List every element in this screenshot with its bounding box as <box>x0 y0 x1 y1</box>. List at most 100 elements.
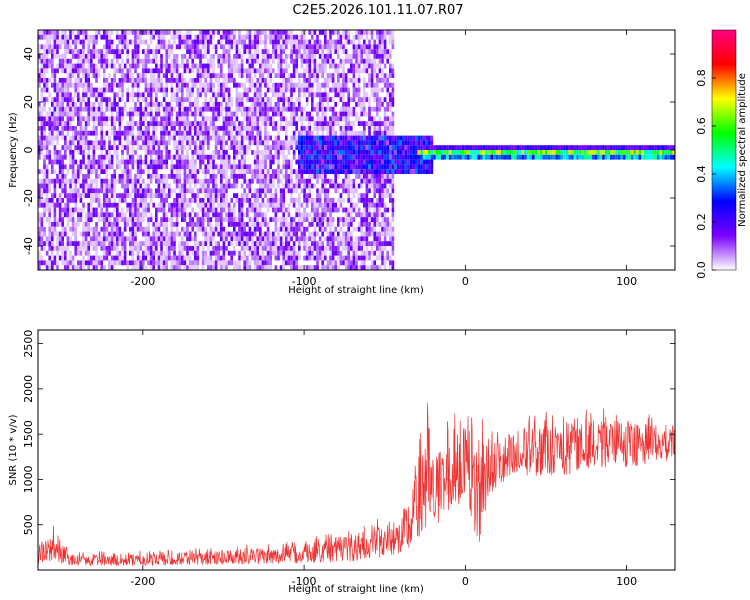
heatmap-cell <box>298 130 301 136</box>
heatmap-cell <box>240 207 244 213</box>
heatmap-cell <box>58 121 62 126</box>
heatmap-cell <box>233 63 236 69</box>
heatmap-cell <box>329 260 332 266</box>
heatmap-cell <box>256 265 259 270</box>
heatmap-cell <box>207 231 210 237</box>
heatmap-cell <box>305 49 309 54</box>
heatmap-cell <box>272 39 275 45</box>
heatmap-cell <box>149 178 153 184</box>
heatmap-cell <box>352 150 356 155</box>
heatmap-cell <box>295 58 298 64</box>
heatmap-cell <box>162 121 166 126</box>
heatmap-cell <box>181 241 184 246</box>
heatmap-cell <box>92 246 96 251</box>
heatmap-cell <box>100 154 103 160</box>
heatmap-cell <box>82 202 85 208</box>
heatmap-cell <box>344 188 348 194</box>
heatmap-cell <box>347 265 350 270</box>
heatmap-cell <box>87 159 90 165</box>
heatmap-cell <box>131 150 135 155</box>
heatmap-cell <box>95 246 98 251</box>
heatmap-cell <box>240 126 244 131</box>
heatmap-cell <box>69 111 72 117</box>
heatmap-cell <box>207 222 210 227</box>
heatmap-cell <box>324 58 327 64</box>
heatmap-cell <box>303 30 306 35</box>
heatmap-cell <box>318 145 322 150</box>
heatmap-cell <box>352 207 356 213</box>
heatmap-cell <box>230 174 233 179</box>
heatmap-cell <box>131 30 135 35</box>
heatmap-cell <box>186 265 189 270</box>
heatmap-cell <box>222 246 226 251</box>
heatmap-cell <box>240 164 244 170</box>
heatmap-cell <box>259 183 262 189</box>
heatmap-cell <box>147 193 150 198</box>
heatmap-cell <box>347 34 350 40</box>
heatmap-cell <box>347 250 350 256</box>
heatmap-cell <box>350 265 353 270</box>
heatmap-cell <box>292 188 296 194</box>
heatmap-cell <box>324 236 327 242</box>
heatmap-cell <box>95 222 98 227</box>
heatmap-cell <box>368 212 371 218</box>
heatmap-cell <box>170 226 174 232</box>
heatmap-cell <box>144 241 148 246</box>
heatmap-cell <box>363 92 366 98</box>
heatmap-cell <box>53 193 57 198</box>
heatmap-cell <box>61 111 64 117</box>
heatmap-cell <box>92 178 96 184</box>
heatmap-cell <box>183 106 187 112</box>
heatmap-cell <box>373 231 376 237</box>
heatmap-cell <box>61 116 64 122</box>
heatmap-cell <box>220 222 223 227</box>
heatmap-cell <box>199 106 202 112</box>
heatmap-cell <box>157 73 161 78</box>
heatmap-cell <box>318 82 322 88</box>
heatmap-cell <box>183 44 187 50</box>
heatmap-cell <box>38 193 41 198</box>
heatmap-cell <box>344 174 348 179</box>
heatmap-cell <box>162 145 166 150</box>
heatmap-cell <box>175 78 179 83</box>
heatmap-cell <box>155 169 158 174</box>
heatmap-cell <box>58 193 62 198</box>
heatmap-cell <box>48 246 51 251</box>
heatmap-cell <box>113 82 116 88</box>
heatmap-cell <box>279 217 283 222</box>
heatmap-cell <box>173 135 176 141</box>
heatmap-cell <box>350 63 353 69</box>
heatmap-cell <box>69 73 72 78</box>
heatmap-cell <box>123 255 127 261</box>
heatmap-cell <box>370 231 374 237</box>
heatmap-cell <box>253 34 257 40</box>
heatmap-cell <box>165 250 168 256</box>
heatmap-cell <box>170 217 174 222</box>
heatmap-cell <box>253 207 257 213</box>
heatmap-cell <box>105 87 109 93</box>
heatmap-cell <box>129 73 132 78</box>
heatmap-cell <box>373 178 376 184</box>
heatmap-cell <box>331 121 335 126</box>
heatmap-cell <box>243 116 246 122</box>
heatmap-cell <box>363 202 366 208</box>
heatmap-cell <box>282 217 285 222</box>
heatmap-cell <box>342 116 345 122</box>
heatmap-cell <box>318 159 322 165</box>
heatmap-cell <box>225 193 228 198</box>
heatmap-cell <box>77 39 80 45</box>
heatmap-cell <box>235 178 239 184</box>
heatmap-cell <box>123 102 127 107</box>
heatmap-cell <box>253 159 257 165</box>
heatmap-cell <box>311 202 314 208</box>
heatmap-cell <box>240 159 244 165</box>
heatmap-cell <box>204 202 207 208</box>
heatmap-cell <box>329 130 332 136</box>
heatmap-cell <box>116 34 119 40</box>
heatmap-cell <box>168 130 171 136</box>
heatmap-cell <box>131 255 135 261</box>
heatmap-cell <box>350 178 353 184</box>
heatmap-cell <box>329 126 332 131</box>
heatmap-cell <box>261 102 265 107</box>
